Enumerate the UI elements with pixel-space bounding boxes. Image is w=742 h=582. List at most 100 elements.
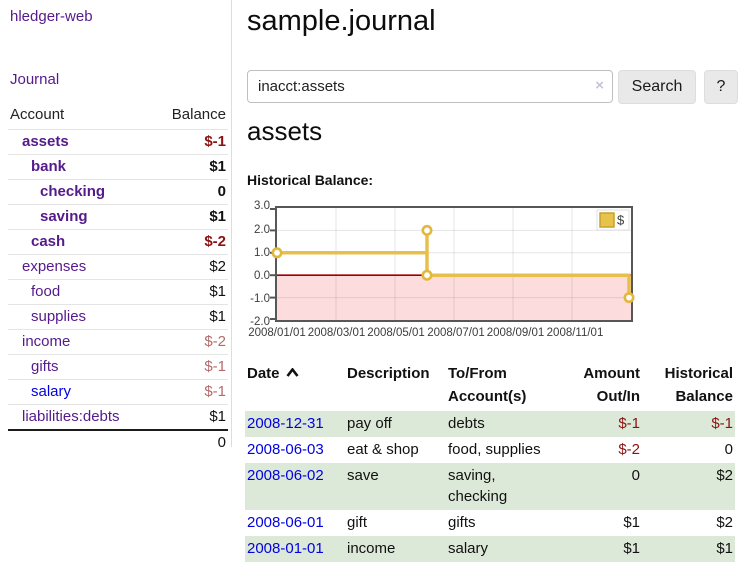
transaction-description: eat & shop (347, 441, 419, 458)
account-link-salary[interactable]: salary (31, 383, 72, 400)
account-link-assets[interactable]: assets (22, 133, 69, 150)
search-button[interactable]: Search (618, 70, 696, 104)
balance-chart-svg: $ (270, 208, 635, 320)
accounts-table: Account Balance assets $-1 bank $1 check… (8, 103, 228, 455)
transaction-date-link[interactable]: 2008-06-03 (247, 441, 324, 458)
transaction-balance: $1 (716, 540, 733, 557)
transaction-description: save (347, 467, 379, 484)
register-header-date[interactable]: Date (245, 362, 345, 411)
register-row: 2008-06-02 save saving, checking 0 $2 (245, 463, 735, 510)
account-balance: $1 (209, 208, 226, 225)
account-row: checking 0 (8, 179, 228, 205)
y-tick-label: -1.0 (250, 293, 270, 305)
account-row: assets $-1 (8, 129, 228, 155)
account-link-supplies[interactable]: supplies (31, 308, 87, 325)
page-title: sample.journal (247, 5, 436, 37)
transaction-date-link[interactable]: 2008-06-02 (247, 467, 324, 484)
account-link-liabilities-debts[interactable]: liabilities:debts (22, 408, 120, 425)
account-row: salary $-1 (8, 379, 228, 405)
account-heading: assets (247, 116, 323, 146)
legend-swatch (599, 212, 615, 228)
help-button[interactable]: ? (704, 70, 738, 104)
transaction-accounts: food, supplies (448, 441, 541, 458)
y-tick-label: -2.0 (250, 316, 270, 328)
account-balance: $-1 (204, 383, 226, 400)
register-header-balance: Historical Balance (664, 365, 733, 405)
account-link-saving[interactable]: saving (40, 208, 88, 225)
account-balance: $1 (209, 408, 226, 425)
accounts-header-account: Account (10, 106, 65, 123)
transaction-accounts: salary (448, 540, 489, 557)
accounts-header-balance: Balance (171, 106, 226, 123)
account-link-gifts[interactable]: gifts (31, 358, 59, 375)
accounts-total-row: 0 (8, 429, 228, 455)
transaction-accounts: saving, checking (448, 467, 508, 505)
account-row: food $1 (8, 279, 228, 305)
balance-series-points (271, 224, 635, 304)
account-balance: 0 (217, 183, 226, 200)
transaction-amount: $-2 (618, 441, 640, 458)
register-row: 2008-12-31 pay off debts $-1 $-1 (245, 411, 735, 437)
legend-label: $ (617, 213, 625, 228)
brand-link[interactable]: hledger-web (10, 8, 93, 25)
account-balance: $-2 (204, 333, 226, 350)
transaction-date-link[interactable]: 2008-12-31 (247, 415, 324, 432)
chart-title: Historical Balance: (247, 172, 374, 188)
x-tick-label: 2008/07/01 (427, 327, 485, 339)
account-link-checking[interactable]: checking (40, 183, 106, 200)
transaction-accounts: gifts (448, 514, 476, 531)
transaction-amount: 0 (631, 467, 640, 484)
transaction-amount: $1 (623, 540, 640, 557)
accounts-total-value: 0 (152, 429, 228, 455)
transaction-accounts: debts (448, 415, 485, 432)
register-header-amount: Amount Out/In (583, 365, 640, 405)
account-row: bank $1 (8, 154, 228, 180)
negative-region (277, 275, 631, 320)
account-balance: $-1 (204, 358, 226, 375)
balance-chart-plot[interactable]: $ (270, 206, 635, 322)
register-table: Date Description To/From Account(s) Amou… (245, 362, 735, 562)
account-row: cash $-2 (8, 229, 228, 255)
chart-legend: $ (596, 209, 630, 231)
y-tick-label: 1.0 (254, 246, 270, 259)
account-row: supplies $1 (8, 304, 228, 330)
search-input[interactable] (247, 70, 613, 103)
transaction-description: pay off (347, 415, 392, 432)
account-row: expenses $2 (8, 254, 228, 280)
account-link-food[interactable]: food (31, 283, 61, 300)
transaction-date-link[interactable]: 2008-06-01 (247, 514, 324, 531)
account-link-income[interactable]: income (22, 333, 71, 350)
transaction-date-link[interactable]: 2008-01-01 (247, 540, 324, 557)
transaction-balance: $-1 (711, 415, 733, 432)
transaction-description: income (347, 540, 396, 557)
transaction-balance: 0 (724, 441, 733, 458)
account-row: gifts $-1 (8, 354, 228, 380)
account-balance: $-1 (204, 133, 226, 150)
account-link-bank[interactable]: bank (31, 158, 67, 175)
y-tick-label: 0.0 (254, 270, 270, 282)
account-link-expenses[interactable]: expenses (22, 258, 87, 275)
account-row: saving $1 (8, 204, 228, 230)
sort-ascending-icon (285, 368, 299, 377)
account-row: income $-2 (8, 329, 228, 355)
sidebar: hledger-web Journal Account Balance asse… (0, 0, 232, 455)
search-input-wrap: × (247, 70, 613, 103)
transaction-balance: $2 (716, 467, 733, 484)
y-tick-label: 3.0 (254, 200, 270, 212)
account-balance: $2 (209, 258, 226, 275)
register-header-date-label: Date (247, 365, 280, 382)
register-row: 2008-06-03 eat & shop food, supplies $-2… (245, 437, 735, 463)
sidebar-item-journal[interactable]: Journal (10, 71, 60, 88)
x-tick-label: 2008/11/01 (546, 327, 604, 339)
register-row: 2008-01-01 income salary $1 $1 (245, 536, 735, 562)
clear-search-icon[interactable]: × (595, 77, 604, 94)
register-header-description: Description (347, 365, 430, 382)
account-balance: $1 (209, 283, 226, 300)
transaction-balance: $2 (716, 514, 733, 531)
x-tick-label: 2008/05/01 (367, 327, 425, 339)
gridlines (277, 208, 631, 320)
account-balance: $1 (209, 158, 226, 175)
account-link-cash[interactable]: cash (31, 233, 66, 250)
transaction-amount: $-1 (618, 415, 640, 432)
